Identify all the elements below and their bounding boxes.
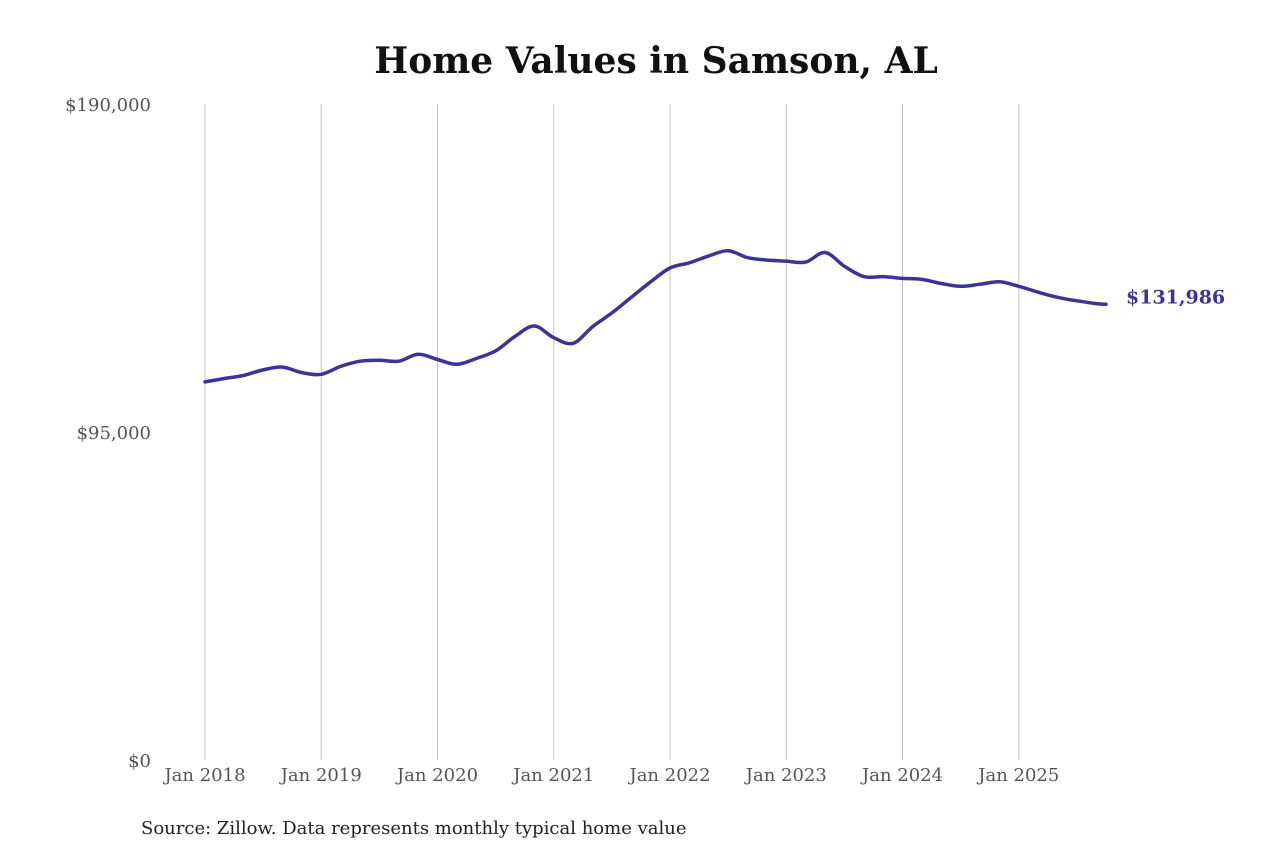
x-tick-label: Jan 2018	[162, 765, 245, 786]
chart-title: Home Values in Samson, AL	[374, 40, 938, 82]
x-tick-label: Jan 2021	[511, 765, 594, 786]
vertical-gridlines	[204, 104, 1020, 760]
x-tick-label: Jan 2025	[976, 765, 1059, 786]
x-axis-ticks: Jan 2018 Jan 2019 Jan 2020 Jan 2021 Jan 2022…	[162, 765, 1059, 786]
x-tick-label: Jan 2019	[279, 765, 362, 786]
y-axis-ticks: $0 $95,000 $190,000	[65, 95, 151, 772]
series-group	[203, 248, 1108, 384]
y-tick-label: $95,000	[77, 423, 151, 444]
x-tick-label: Jan 2023	[744, 765, 827, 786]
series-line-0	[203, 248, 1108, 384]
y-tick-label: $0	[128, 751, 151, 772]
y-tick-label: $190,000	[65, 95, 151, 116]
x-tick-label: Jan 2024	[860, 765, 943, 786]
last-value-label: $131,986	[1126, 286, 1225, 308]
x-tick-label: Jan 2022	[627, 765, 710, 786]
x-tick-label: Jan 2020	[395, 765, 478, 786]
source-note: Source: Zillow. Data represents monthly …	[141, 818, 687, 839]
